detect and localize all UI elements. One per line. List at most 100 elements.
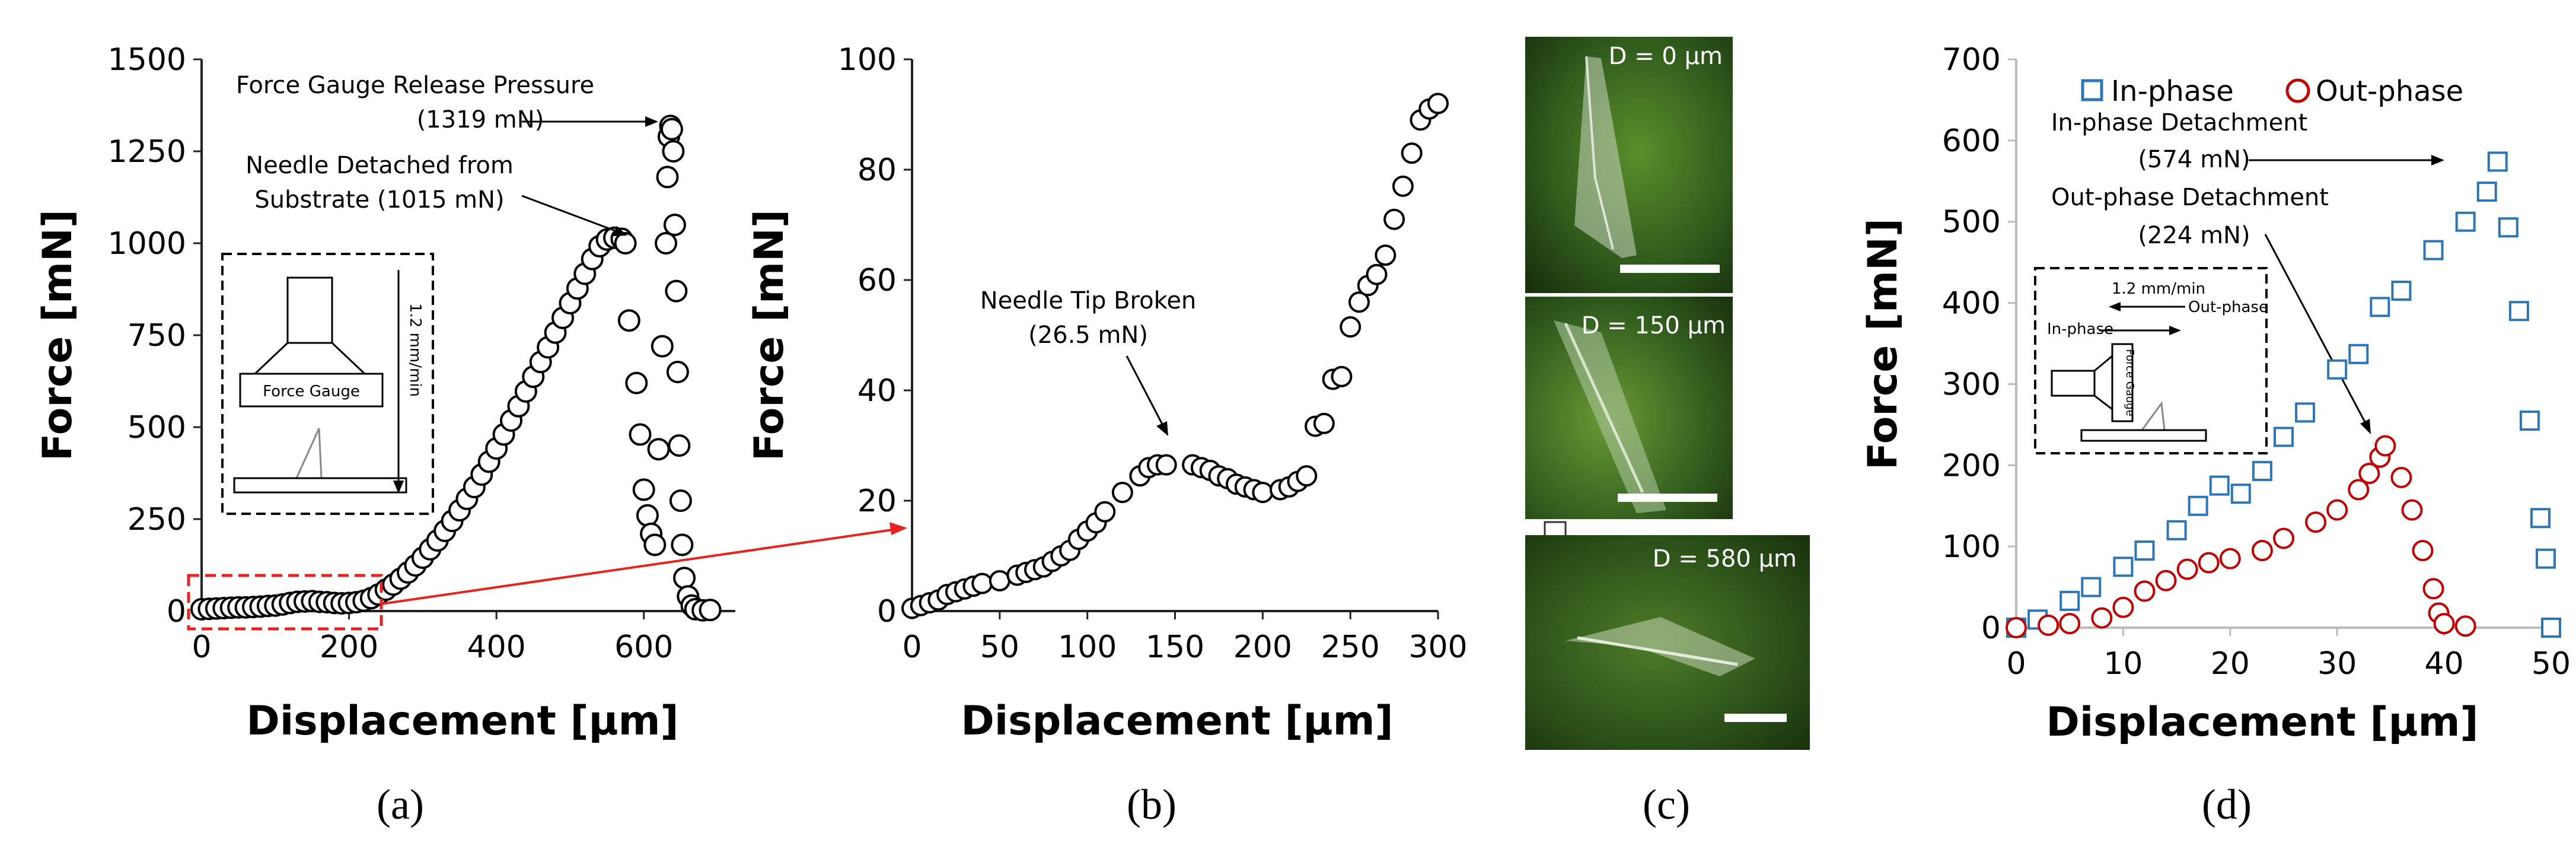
x-tick-label: 400: [467, 629, 526, 665]
data-point-in-phase: [2508, 301, 2529, 322]
y-tick-label: 500: [127, 410, 186, 446]
data-point-out-phase: [2006, 617, 2027, 638]
x-tick-label: 100: [1058, 629, 1117, 665]
data-point-in-phase: [2059, 590, 2080, 611]
scale-bar-1: [1620, 265, 1720, 273]
data-point-out-phase: [2112, 596, 2134, 618]
data-point-force: [666, 361, 689, 383]
data-point-in-phase: [2423, 240, 2444, 260]
data-point-force: [1366, 263, 1388, 285]
data-point-force: [1375, 244, 1397, 266]
data-point-out-phase: [2198, 552, 2220, 574]
release-arrowhead: [645, 116, 658, 127]
legend-in-phase-marker: [2081, 79, 2103, 101]
zoom-connector-line: [381, 529, 893, 605]
out-phase-arrow: [2264, 234, 2367, 425]
data-point-in-phase: [2348, 344, 2369, 364]
y-tick-label: 250: [127, 502, 186, 538]
y-tick-label: 300: [1942, 367, 2001, 402]
data-point-force: [617, 309, 640, 332]
photo-d150: D = 150 µm: [1525, 297, 1733, 519]
y-tick-label: 1500: [108, 42, 186, 78]
panel-b-label: (b): [1127, 781, 1177, 828]
data-point-in-phase: [2134, 540, 2155, 561]
data-point-out-phase: [2273, 527, 2294, 549]
data-point-force: [1296, 465, 1318, 487]
data-point-in-phase: [2498, 217, 2518, 238]
data-point-force: [643, 533, 667, 556]
photo-d150-label: D = 150 µm: [1582, 312, 1726, 339]
data-point-force: [656, 166, 679, 189]
data-point-in-phase: [2455, 211, 2476, 232]
speed-arrowhead: [393, 481, 404, 494]
data-point-out-phase: [2412, 539, 2434, 561]
photo-d0-label: D = 0 µm: [1609, 43, 1723, 70]
data-point-out-phase: [2433, 613, 2455, 635]
data-point-in-phase: [2252, 460, 2272, 481]
data-point-out-phase: [2454, 615, 2476, 637]
data-point-in-phase: [2081, 577, 2102, 597]
force-gauge-label: Force Gauge: [263, 383, 360, 400]
data-point-in-phase: [2519, 411, 2540, 431]
data-point-out-phase: [2219, 548, 2241, 570]
legend-out-phase-label: Out-phase: [2316, 75, 2463, 108]
data-point-force: [636, 504, 659, 527]
data-point-force: [1427, 93, 1449, 115]
chart-b-y-label: Force [mN]: [746, 209, 793, 461]
photo-d580-label: D = 580 µm: [1653, 545, 1797, 573]
inset-gauge-label: Force Gauge: [2124, 349, 2136, 416]
x-tick-label: 150: [1146, 629, 1204, 665]
data-point-out-phase: [2358, 462, 2380, 484]
tip-broken-arrowhead: [1156, 421, 1168, 436]
bent-needle-highlight: [1564, 322, 1644, 494]
data-point-in-phase: [2476, 182, 2497, 202]
data-point-out-phase: [2091, 607, 2113, 629]
y-tick-label: 100: [1942, 529, 2001, 565]
inset-speed-label: 1.2 mm/min: [2112, 280, 2205, 298]
needle-highlight: [1585, 56, 1614, 250]
data-point-in-phase: [2487, 151, 2508, 172]
gauge-shaft: [286, 276, 333, 344]
y-tick-label: 1250: [108, 134, 186, 170]
chart-d-x-label: Displacement [µm]: [2046, 699, 2478, 746]
data-point-in-phase: [2391, 281, 2412, 301]
in-phase-direction-arrowhead: [2169, 326, 2181, 335]
data-point-in-phase: [2166, 520, 2187, 540]
data-point-force: [1383, 208, 1405, 230]
panel-d-label: (d): [2202, 781, 2252, 828]
tip-broken-arrow: [1126, 355, 1163, 425]
inset-schematic-d: 1.2 mm/min Out-phase In-phase Force Gaug…: [2034, 267, 2268, 454]
chart-d-legend: In-phase Out-phase: [2081, 75, 2463, 108]
release-title: Force Gauge Release Pressure: [236, 72, 594, 99]
zoom-region-box: [187, 574, 383, 631]
photo-d580: D = 580 µm: [1525, 535, 1810, 750]
x-tick-label: 30: [2317, 646, 2357, 682]
data-point-force: [665, 279, 688, 303]
out-phase-detach-title: Out-phase Detachment: [2051, 184, 2329, 211]
x-tick-label: 40: [2425, 646, 2464, 682]
data-point-force: [660, 117, 683, 141]
tip-broken-line1: Needle Tip Broken: [980, 287, 1197, 314]
data-point-in-phase: [2230, 484, 2251, 504]
in-phase-detach-title: In-phase Detachment: [2051, 109, 2308, 136]
detached-arrow: [521, 195, 617, 233]
data-point-in-phase: [2113, 556, 2134, 577]
data-point-force: [647, 438, 670, 461]
data-point-force: [663, 214, 686, 236]
data-point-force: [632, 478, 655, 501]
data-point-force: [1094, 501, 1116, 523]
data-point-out-phase: [2155, 570, 2177, 591]
data-point-out-phase: [2374, 435, 2396, 457]
y-tick-label: 200: [1942, 448, 2001, 484]
inset-substrate: [2080, 429, 2207, 442]
chart-b-x-label: Displacement [µm]: [961, 698, 1393, 745]
scale-bar-3: [1724, 714, 1787, 722]
data-point-out-phase: [2251, 539, 2273, 561]
x-tick-label: 50: [2532, 646, 2571, 682]
data-point-out-phase: [2390, 466, 2412, 488]
speed-label: 1.2 mm/min: [406, 303, 424, 397]
x-tick-label: 200: [1233, 629, 1292, 665]
x-tick-label: 20: [2211, 646, 2250, 682]
data-point-force: [629, 423, 652, 446]
